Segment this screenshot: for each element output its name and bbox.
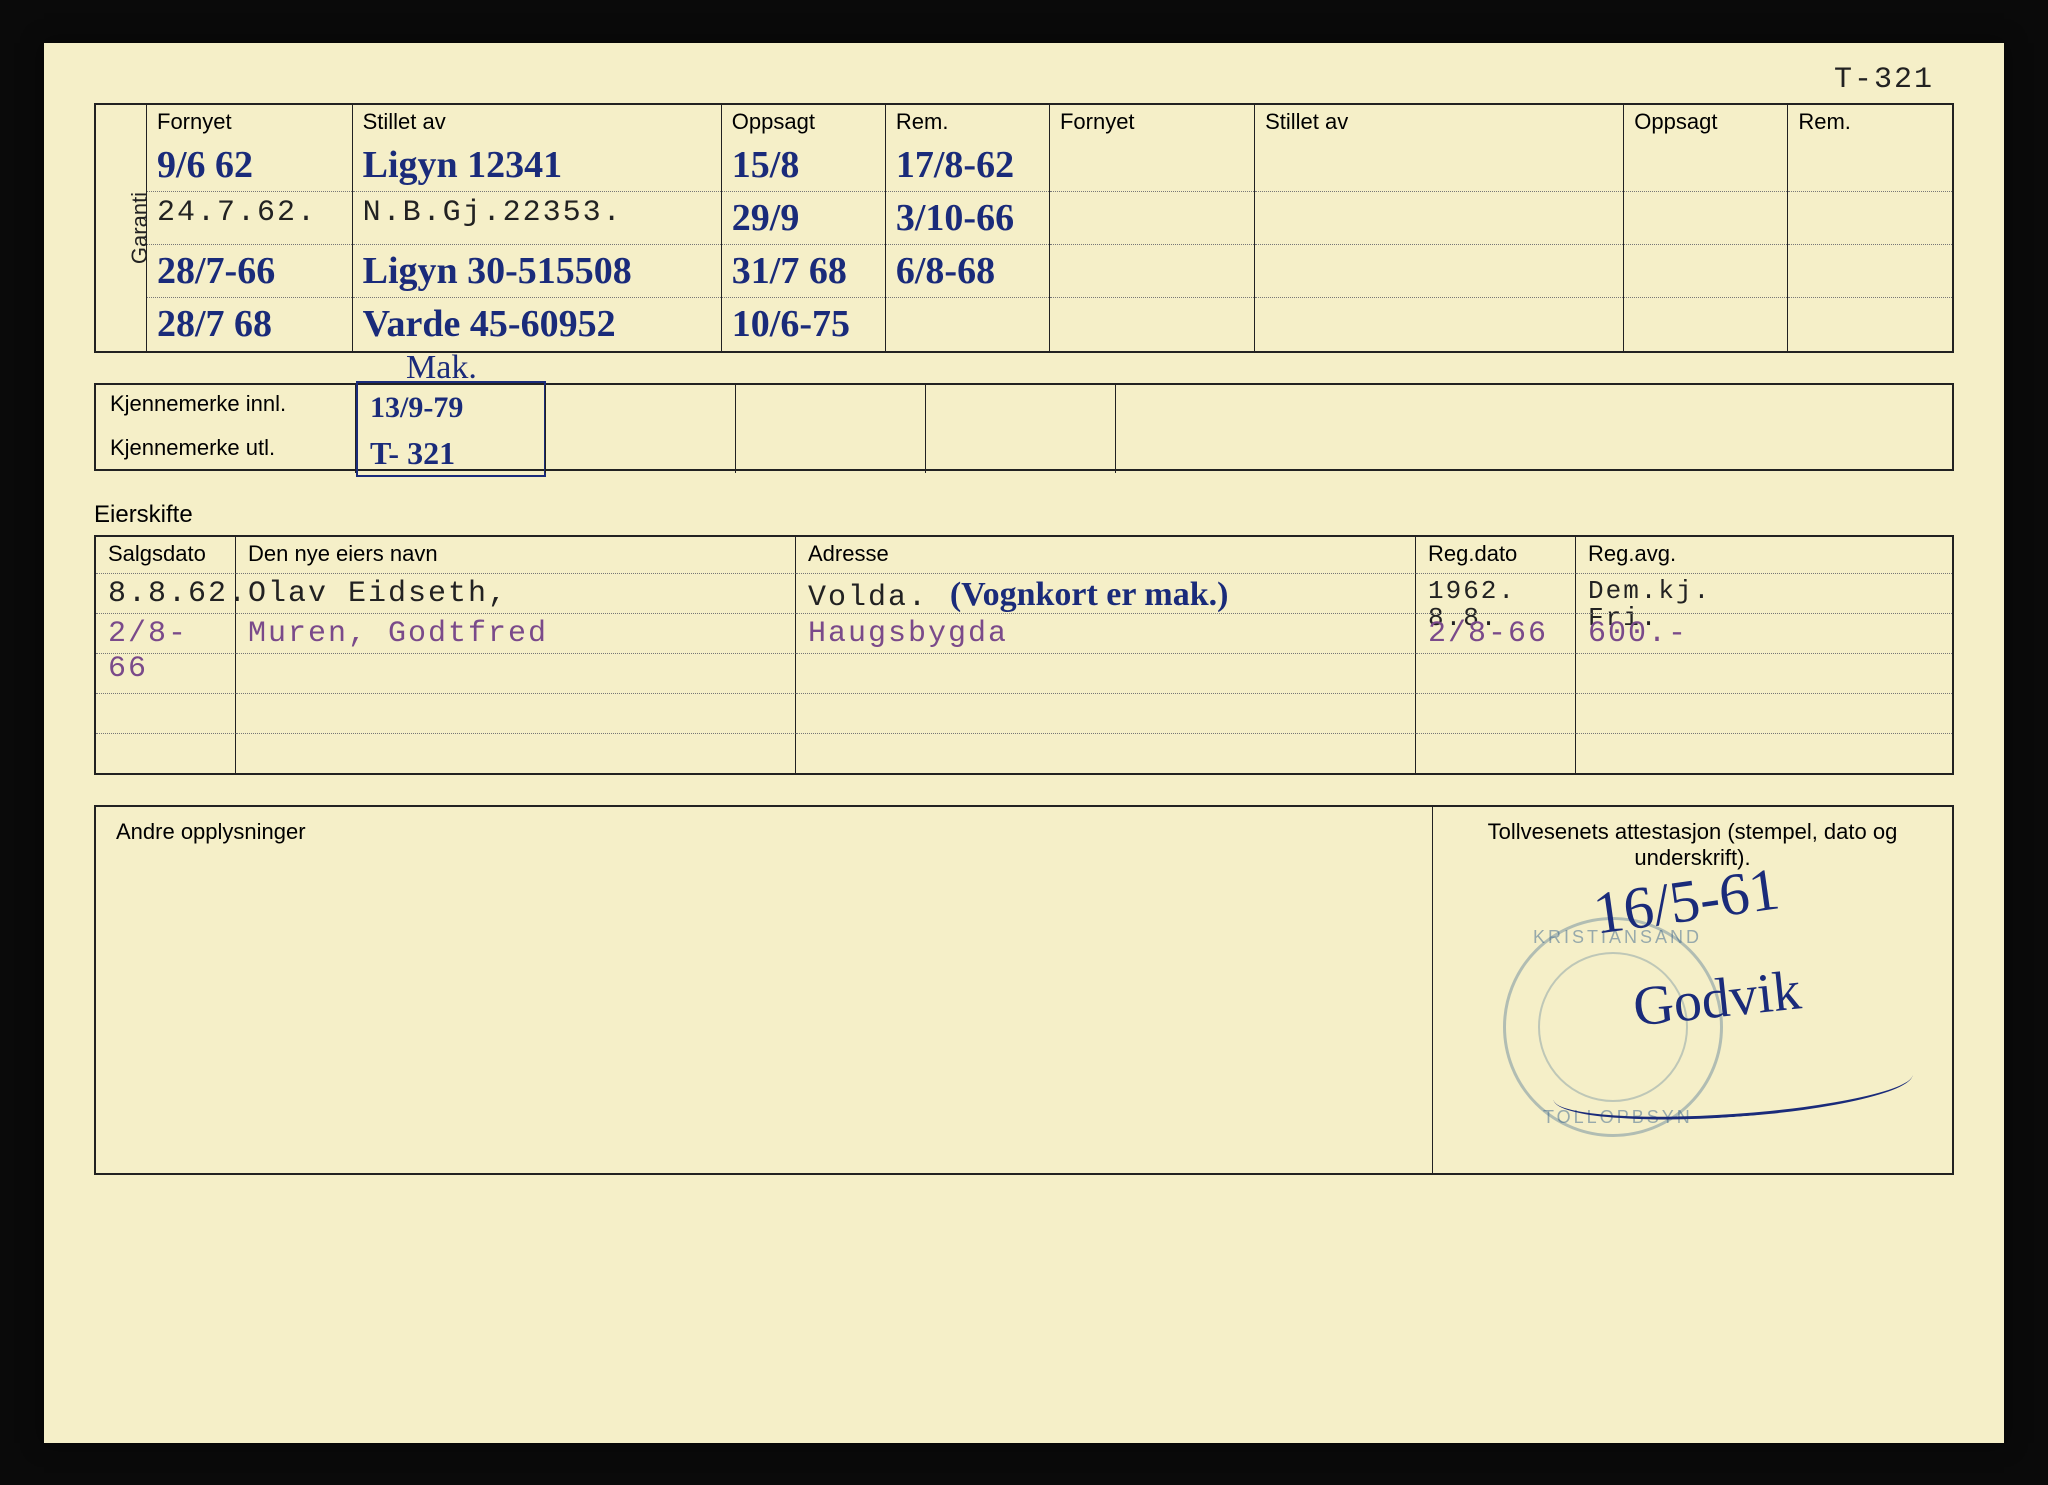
col-navn: Den nye eiers navn <box>236 537 796 573</box>
cell-fornyet: 28/7 68 <box>157 303 272 345</box>
eierskifte-row <box>96 733 1952 773</box>
col-regdato: Reg.dato <box>1416 537 1576 573</box>
cell-navn: Muren, Godtfred <box>248 617 548 651</box>
garanti-section: Garanti Fornyet Stillet av Oppsagt Rem. … <box>94 103 1954 353</box>
cell-regavg: 600.- <box>1588 617 1688 651</box>
col-salgsdato: Salgsdato <box>96 537 236 573</box>
cell-fornyet: 9/6 62 <box>157 144 253 186</box>
col-oppsagt-1: Oppsagt <box>721 105 885 139</box>
cell-fornyet: 28/7-66 <box>157 250 275 292</box>
cell-stillet: Ligyn 12341 <box>363 144 563 186</box>
eierskifte-header-row: Salgsdato Den nye eiers navn Adresse Reg… <box>96 537 1952 573</box>
cell-adresse-note: (Vognkort er mak.) <box>950 576 1229 613</box>
kjennemerke-innl-row: Kjennemerke innl. 13/9-79 <box>96 385 1952 429</box>
eierskifte-row: 2/8-66 Muren, Godtfred Haugsbygda 2/8-66… <box>96 613 1952 653</box>
col-rem-1: Rem. <box>885 105 1049 139</box>
andre-opplysninger-label: Andre opplysninger <box>96 807 1432 1173</box>
garanti-row: 24.7.62. N.B.Gj.22353. 29/9 3/10-66 <box>147 191 1953 244</box>
eierskifte-section: Salgsdato Den nye eiers navn Adresse Reg… <box>94 535 1954 775</box>
cell-salgsdato: 8.8.62. <box>108 577 248 611</box>
kjennemerke-utl-value: T- 321 <box>370 435 455 471</box>
cell-rem: 17/8-62 <box>896 144 1014 186</box>
registration-card: T-321 Garanti Fornyet Stillet av Oppsagt… <box>44 43 2004 1443</box>
card-id: T-321 <box>1834 63 1934 97</box>
kjennemerke-utl-row: Kjennemerke utl. T- 321 <box>96 429 1952 473</box>
kjennemerke-section: Mak. Kjennemerke innl. 13/9-79 Kjennemer… <box>94 383 1954 471</box>
eierskifte-row <box>96 693 1952 733</box>
col-stillet-2: Stillet av <box>1255 105 1624 139</box>
bottom-section: Andre opplysninger Tollvesenets attestas… <box>94 805 1954 1175</box>
cell-adresse: Haugsbygda <box>808 617 1008 651</box>
cell-navn: Olav Eidseth, <box>248 577 508 611</box>
col-regavg: Reg.avg. <box>1576 537 1952 573</box>
garanti-table: Fornyet Stillet av Oppsagt Rem. Fornyet … <box>146 105 1952 351</box>
cell-regdato-top: 1962. <box>1428 576 1516 606</box>
cell-oppsagt: 10/6-75 <box>732 303 850 345</box>
attestation-date: 16/5-61 <box>1589 854 1783 948</box>
cell-oppsagt: 15/8 <box>732 144 800 186</box>
col-adresse: Adresse <box>796 537 1416 573</box>
cell-oppsagt: 29/9 <box>732 197 800 239</box>
eierskifte-row <box>96 653 1952 693</box>
eierskifte-row: 8.8.62. Olav Eidseth, Volda. (Vognkort e… <box>96 573 1952 613</box>
kjennemerke-innl-label: Kjennemerke innl. <box>96 385 356 429</box>
kjennemerke-utl-label: Kjennemerke utl. <box>96 429 356 473</box>
cell-rem: 3/10-66 <box>896 197 1014 239</box>
col-fornyet-2: Fornyet <box>1049 105 1254 139</box>
cell-fornyet: 24.7.62. <box>157 196 317 230</box>
cell-stillet: Ligyn 30-515508 <box>363 250 632 292</box>
cell-stillet: N.B.Gj.22353. <box>363 196 623 230</box>
garanti-row: 28/7 68 Varde 45-60952 10/6-75 <box>147 298 1953 351</box>
col-fornyet-1: Fornyet <box>147 105 353 139</box>
tollvesenet-box: Tollvesenets attestasjon (stempel, dato … <box>1432 807 1952 1173</box>
col-stillet-1: Stillet av <box>352 105 721 139</box>
cell-rem: 6/8-68 <box>896 250 995 292</box>
eierskifte-title: Eierskifte <box>94 501 1954 529</box>
col-oppsagt-2: Oppsagt <box>1624 105 1788 139</box>
cell-regdato: 2/8-66 <box>1428 617 1548 651</box>
cell-adresse: Volda. <box>808 581 928 615</box>
kjennemerke-innl-value: 13/9-79 <box>370 391 463 424</box>
tollvesenet-label: Tollvesenets attestasjon (stempel, dato … <box>1488 819 1898 870</box>
cell-oppsagt: 31/7 68 <box>732 250 847 292</box>
cell-regavg-top: Dem.kj. <box>1588 576 1711 606</box>
garanti-row: 28/7-66 Ligyn 30-515508 31/7 68 6/8-68 <box>147 245 1953 298</box>
garanti-header-row: Fornyet Stillet av Oppsagt Rem. Fornyet … <box>147 105 1953 139</box>
cell-stillet: Varde 45-60952 <box>363 303 616 345</box>
garanti-row: 9/6 62 Ligyn 12341 15/8 17/8-62 <box>147 139 1953 192</box>
col-rem-2: Rem. <box>1788 105 1952 139</box>
